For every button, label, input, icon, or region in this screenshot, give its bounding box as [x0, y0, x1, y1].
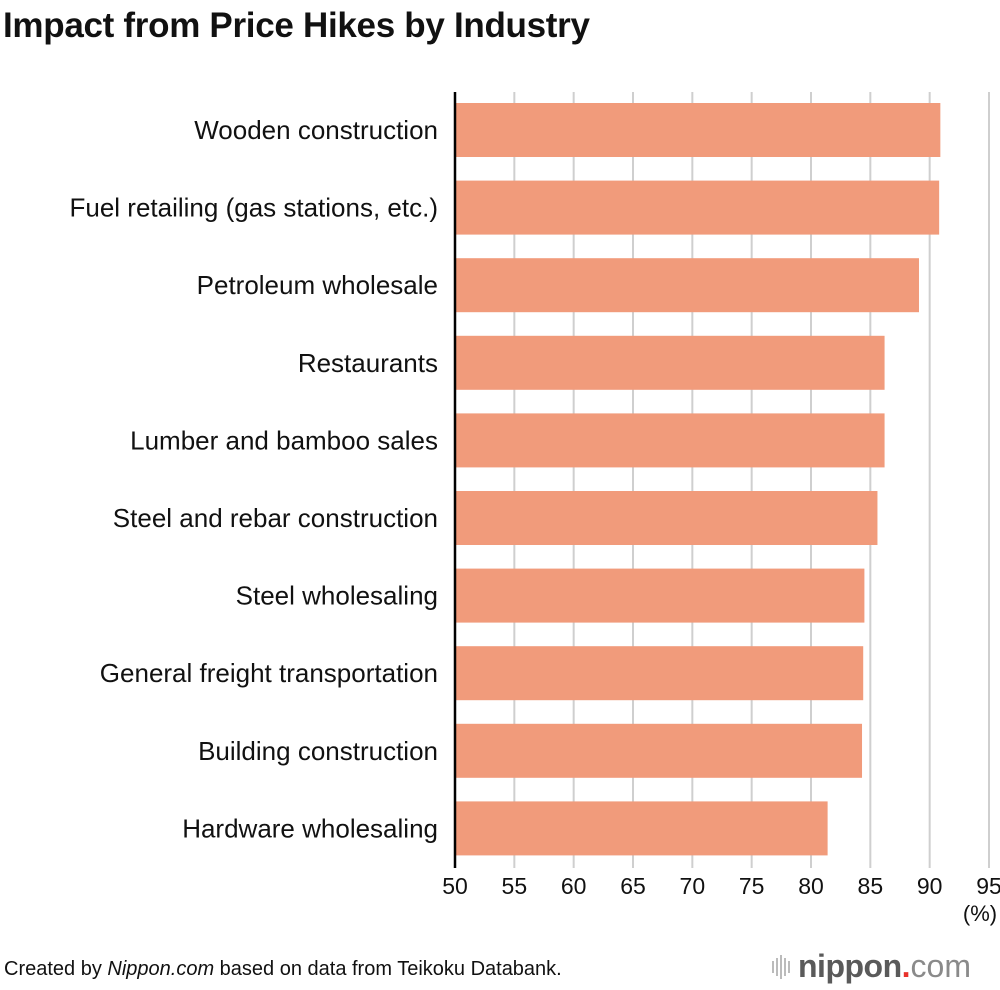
category-label: Lumber and bamboo sales [130, 425, 438, 455]
credit-source: Nippon.com [107, 958, 215, 980]
logo-tld: com [910, 948, 971, 984]
x-tick-label: 55 [502, 873, 528, 899]
x-tick-label: 75 [739, 873, 765, 899]
logo-word: nippon [798, 948, 902, 984]
x-tick-label: 80 [798, 873, 824, 899]
category-label: Steel and rebar construction [113, 503, 438, 533]
credit-suffix: based on data from Teikoku Databank. [214, 958, 562, 980]
category-label: Hardware wholesaling [182, 813, 438, 843]
category-label: Building construction [198, 736, 438, 766]
bar [455, 646, 864, 701]
bar [455, 180, 940, 235]
bar [455, 335, 885, 390]
x-tick-label: 70 [680, 873, 706, 899]
bar [455, 723, 863, 778]
bar [455, 491, 878, 545]
category-label: General freight transportation [100, 658, 438, 688]
x-tick-label: 85 [858, 873, 884, 899]
x-tick-label: 95 [976, 873, 1000, 899]
credit-prefix: Created by [4, 958, 108, 980]
x-tick-label: 90 [917, 873, 943, 899]
category-label: Wooden construction [194, 115, 438, 145]
bar [455, 568, 865, 623]
x-tick-label: 60 [561, 873, 587, 899]
category-label: Fuel retailing (gas stations, etc.) [70, 193, 439, 223]
bar [455, 258, 919, 313]
chart-title: Impact from Price Hikes by Industry [3, 6, 590, 45]
bar-chart: Wooden construction Fuel retailing (gas s… [70, 92, 1000, 926]
category-label: Steel wholesaling [236, 581, 438, 611]
sound-wave-icon [772, 954, 790, 979]
x-tick-label: 65 [620, 873, 646, 899]
x-axis-unit-label: (%) [963, 901, 997, 926]
logo-dot: . [901, 948, 911, 984]
x-tick-label: 50 [442, 873, 468, 899]
category-label: Petroleum wholesale [197, 270, 438, 300]
category-label: Restaurants [298, 348, 438, 378]
bar [455, 413, 885, 468]
bar [455, 801, 828, 856]
source-credit: Created by Nippon.com based on data from… [4, 958, 562, 981]
nippon-logo: nippon. com [772, 948, 971, 985]
bar [455, 103, 941, 157]
